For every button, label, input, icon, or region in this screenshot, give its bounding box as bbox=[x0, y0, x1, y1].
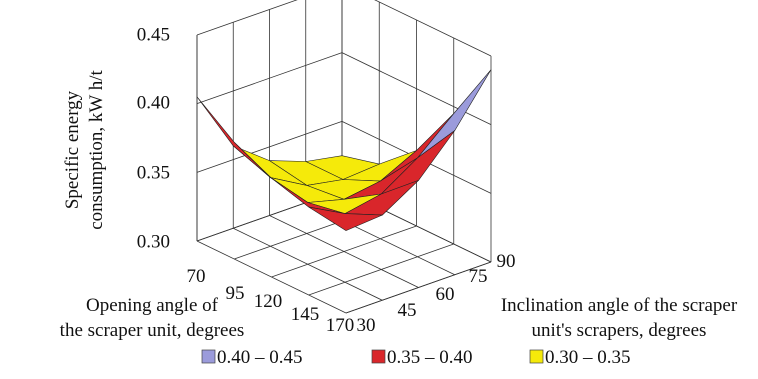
x-axis-label: Opening angle of the scraper unit, degre… bbox=[60, 295, 245, 341]
x-axis-ticks: 70 95 120 145 170 bbox=[187, 266, 355, 336]
legend-swatch bbox=[371, 349, 386, 364]
legend-swatch bbox=[529, 349, 544, 364]
legend-label: 0.30 – 0.35 bbox=[545, 347, 631, 368]
x-axis-label-line: Opening angle of bbox=[86, 295, 219, 316]
y-axis-label: Inclination angle of the scraper unit's … bbox=[501, 295, 738, 341]
y-tick-label: 60 bbox=[436, 284, 455, 305]
x-tick-label: 170 bbox=[326, 315, 355, 336]
legend-label: 0.40 – 0.45 bbox=[217, 347, 303, 368]
floor-gridline bbox=[271, 225, 417, 278]
surface bbox=[196, 69, 492, 231]
x-tick-label: 95 bbox=[226, 283, 245, 304]
x-tick-label: 70 bbox=[187, 266, 206, 287]
legend-item: 0.30 – 0.35 bbox=[529, 347, 631, 368]
legend-swatch bbox=[201, 349, 216, 364]
y-tick-label: 75 bbox=[469, 266, 488, 287]
y-tick-label: 90 bbox=[497, 251, 516, 272]
surface-patch bbox=[308, 206, 383, 231]
y-tick-label: 45 bbox=[398, 300, 417, 321]
y-tick-label: 30 bbox=[357, 315, 376, 336]
surface-patch bbox=[417, 69, 492, 159]
y-axis-ticks: 30 45 60 75 90 bbox=[357, 251, 516, 336]
z-tick-label: 0.35 bbox=[137, 162, 170, 183]
floor-gridline bbox=[308, 243, 454, 296]
y-axis-label-line: unit's scrapers, degrees bbox=[532, 320, 707, 341]
x-tick-label: 120 bbox=[254, 291, 283, 312]
legend: 0.40 – 0.45 0.35 – 0.40 0.30 – 0.35 bbox=[201, 347, 631, 368]
y-axis-label-line: Inclination angle of the scraper bbox=[501, 295, 738, 316]
z-tick-label: 0.45 bbox=[137, 24, 170, 45]
x-axis-label-line: the scraper unit, degrees bbox=[60, 320, 245, 341]
legend-item: 0.40 – 0.45 bbox=[201, 347, 303, 368]
z-axis-label-line: Specific energy bbox=[62, 90, 83, 209]
z-tick-label: 0.30 bbox=[137, 231, 170, 252]
z-axis-ticks: 0.45 0.40 0.35 0.30 bbox=[137, 24, 170, 252]
x-tick-label: 145 bbox=[291, 304, 320, 325]
z-axis-label: Specific energy consumption, kW h/t bbox=[62, 69, 107, 229]
z-axis-label-line: consumption, kW h/t bbox=[86, 69, 107, 229]
y-axis-line bbox=[345, 261, 492, 314]
legend-label: 0.35 – 0.40 bbox=[387, 347, 473, 368]
legend-item: 0.35 – 0.40 bbox=[371, 347, 473, 368]
z-tick-label: 0.40 bbox=[137, 92, 170, 113]
